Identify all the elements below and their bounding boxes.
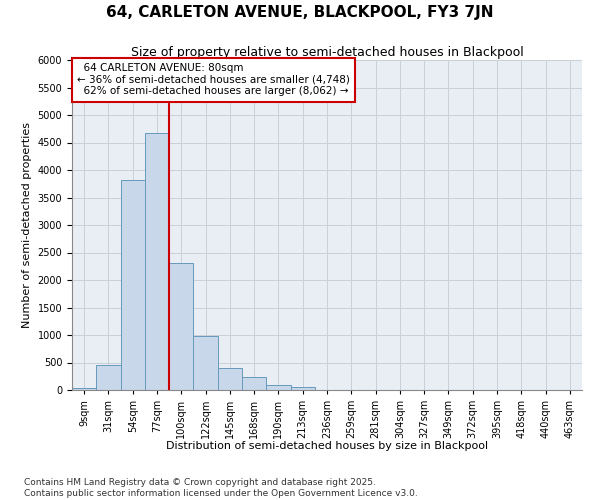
Bar bbox=[169, 263, 193, 390]
Bar bbox=[145, 132, 169, 390]
Bar bbox=[72, 388, 96, 390]
Bar bbox=[218, 368, 242, 390]
Text: 64, CARLETON AVENUE, BLACKPOOL, FY3 7JN: 64, CARLETON AVENUE, BLACKPOOL, FY3 7JN bbox=[106, 5, 494, 20]
Bar bbox=[242, 377, 266, 390]
Bar bbox=[121, 180, 145, 390]
Bar bbox=[266, 384, 290, 390]
Text: 64 CARLETON AVENUE: 80sqm
← 36% of semi-detached houses are smaller (4,748)
  62: 64 CARLETON AVENUE: 80sqm ← 36% of semi-… bbox=[77, 64, 350, 96]
Text: Contains HM Land Registry data © Crown copyright and database right 2025.
Contai: Contains HM Land Registry data © Crown c… bbox=[24, 478, 418, 498]
Title: Size of property relative to semi-detached houses in Blackpool: Size of property relative to semi-detach… bbox=[131, 46, 523, 59]
Y-axis label: Number of semi-detached properties: Number of semi-detached properties bbox=[22, 122, 32, 328]
Bar bbox=[290, 387, 315, 390]
X-axis label: Distribution of semi-detached houses by size in Blackpool: Distribution of semi-detached houses by … bbox=[166, 441, 488, 451]
Bar bbox=[96, 365, 121, 390]
Bar bbox=[193, 336, 218, 390]
